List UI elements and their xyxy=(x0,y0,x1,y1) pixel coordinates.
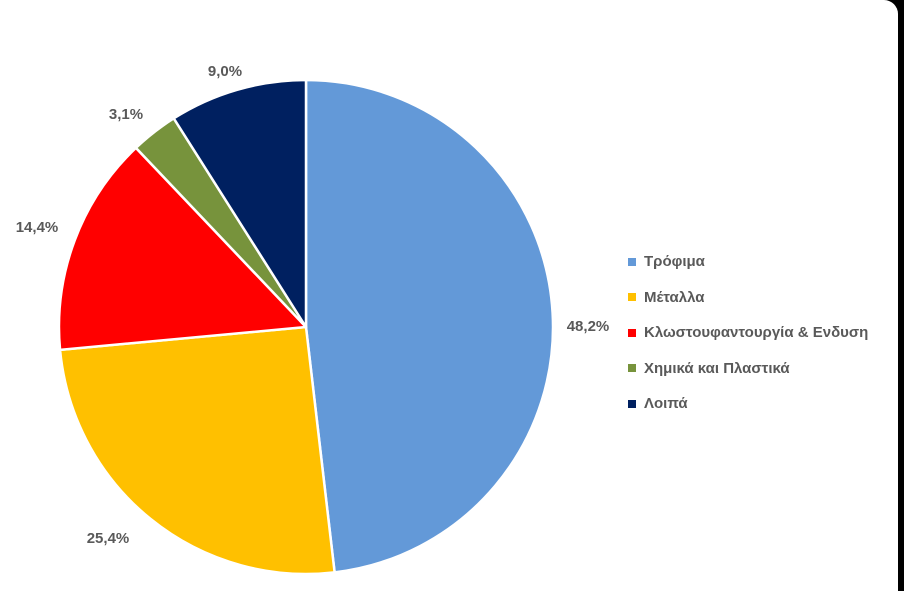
legend-swatch xyxy=(628,364,636,373)
pie-slice-3 xyxy=(57,146,308,352)
data-label-1: 48,2% xyxy=(567,318,610,335)
data-label-5: 9,0% xyxy=(208,63,242,80)
legend-swatch xyxy=(628,293,636,302)
legend-swatch xyxy=(628,399,636,408)
legend-item: Χημικά και Πλαστικά xyxy=(628,351,868,387)
chart-legend: Τρόφιμα Μέταλλα Κλωστουφαντουργία & Ενδυση… xyxy=(628,244,868,422)
legend-label: Χημικά και Πλαστικά xyxy=(644,359,790,377)
legend-item: Μέταλλα xyxy=(628,280,868,316)
legend-label: Μέταλλα xyxy=(644,288,705,306)
legend-label: Λοιπά xyxy=(644,395,688,413)
pie-slice-1 xyxy=(304,78,555,574)
legend-item: Λοιπά xyxy=(628,386,868,422)
legend-swatch xyxy=(628,257,636,266)
pie-slice-2 xyxy=(58,325,336,576)
legend-label: Κλωστουφαντουργία & Ενδυση xyxy=(644,324,869,342)
data-label-4: 3,1% xyxy=(109,106,143,123)
legend-item: Τρόφιμα xyxy=(628,244,868,280)
legend-item: Κλωστουφαντουργία & Ενδυση xyxy=(628,315,868,351)
data-label-3: 14,4% xyxy=(16,219,59,236)
data-label-2: 25,4% xyxy=(87,530,130,547)
pie-slice-5 xyxy=(172,78,308,329)
legend-swatch xyxy=(628,328,636,337)
legend-label: Τρόφιμα xyxy=(644,253,705,271)
